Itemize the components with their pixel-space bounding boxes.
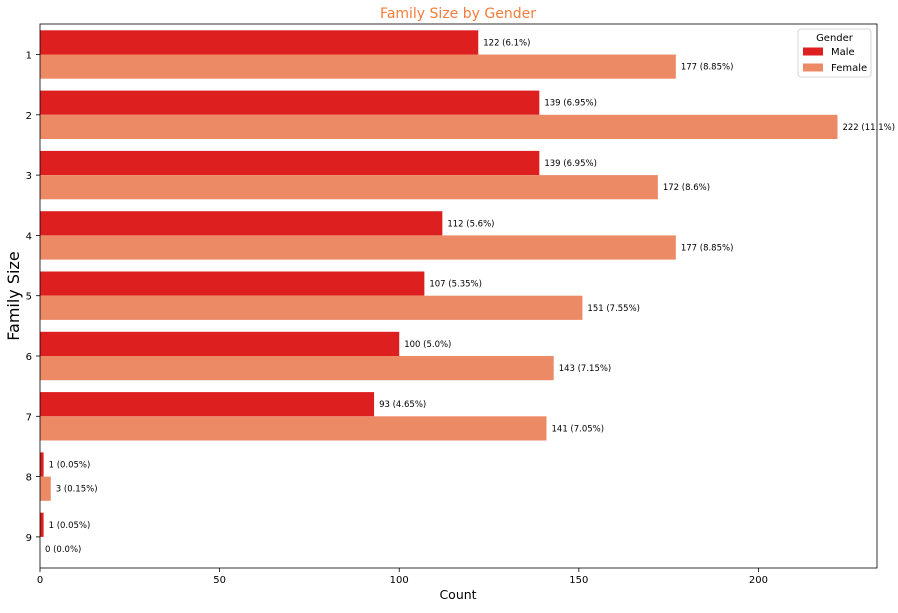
y-tick-label-1: 1 [26,51,32,62]
data-label-female-8: 3 (0.15%) [56,485,98,495]
y-tick-label-9: 9 [26,533,32,544]
bar-female-2 [40,114,838,139]
y-tick-label-7: 7 [26,412,32,423]
bar-male-3 [40,150,540,176]
data-label-male-8: 1 (0.05%) [49,461,91,471]
bar-male-8 [40,452,44,477]
legend-label-female: Female [831,63,867,74]
bar-male-5 [40,271,425,296]
x-tick-label-200: 200 [749,575,768,586]
data-label-female-1: 177 (8.85%) [681,63,734,73]
data-label-female-4: 177 (8.85%) [681,244,734,254]
plot-area: 122 (6.1%) 177 (8.85%) 139 (6.95%) 222 (11.… [40,30,895,555]
x-tick-label-150: 150 [569,575,588,586]
data-label-female-9: 0 (0.0%) [45,545,81,555]
data-label-female-3: 172 (8.6%) [663,183,710,193]
bar-female-1 [40,54,676,79]
data-label-male-9: 1 (0.05%) [49,521,91,531]
data-label-male-1: 122 (6.1%) [483,38,530,48]
legend-swatch-female [803,63,823,72]
x-tick-label-50: 50 [213,575,226,586]
y-tick-label-6: 6 [26,352,32,363]
bar-male-6 [40,331,400,356]
bar-female-4 [40,235,676,260]
legend: Gender Male Female [797,28,872,78]
bar-female-6 [40,356,554,381]
x-tick-label-100: 100 [390,575,409,586]
x-axis-label: Count [439,587,476,602]
bar-male-7 [40,392,375,417]
bar-female-7 [40,416,547,441]
bar-male-1 [40,30,479,55]
legend-swatch-male [803,47,823,56]
y-tick-label-3: 3 [26,171,32,182]
y-tick-label-4: 4 [26,231,32,242]
data-label-female-2: 222 (11.1%) [842,123,895,133]
data-label-female-7: 141 (7.05%) [552,424,605,434]
y-tick-label-2: 2 [26,111,32,122]
bar-male-4 [40,211,443,236]
chart-title: Family Size by Gender [380,6,536,22]
y-tick-label-5: 5 [26,292,32,303]
data-label-male-6: 100 (5.0%) [404,340,451,350]
data-label-male-3: 139 (6.95%) [544,159,597,169]
bar-female-8 [40,476,51,501]
data-label-male-2: 139 (6.95%) [544,99,597,109]
bar-male-2 [40,90,540,115]
legend-label-male: Male [831,47,855,58]
data-label-female-6: 143 (7.15%) [559,364,612,374]
bar-female-3 [40,175,658,200]
bar-female-5 [40,295,583,320]
data-label-female-5: 151 (7.55%) [587,304,640,314]
x-tick-label-0: 0 [37,575,43,586]
data-label-male-5: 107 (5.35%) [429,280,482,290]
bar-male-9 [40,512,44,537]
y-axis-label: Family Size [4,251,23,340]
axes: 1 2 3 4 5 6 7 8 9 0 50 100 150 200 [26,51,768,587]
data-label-male-4: 112 (5.6%) [447,219,494,229]
data-label-male-7: 93 (4.65%) [379,400,426,410]
legend-title: Gender [816,33,854,44]
y-tick-label-8: 8 [26,473,32,484]
